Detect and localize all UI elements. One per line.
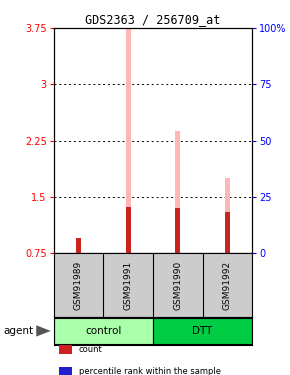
Text: GSM91989: GSM91989 (74, 260, 83, 310)
Text: GSM91991: GSM91991 (124, 260, 133, 310)
Bar (54, 318, 153, 344)
Bar (76, 240, 81, 253)
Title: GDS2363 / 256709_at: GDS2363 / 256709_at (85, 13, 221, 26)
Bar (225, 178, 230, 253)
Text: GSM91992: GSM91992 (223, 260, 232, 310)
Bar (175, 131, 180, 253)
Text: GSM91990: GSM91990 (173, 260, 182, 310)
Bar (175, 208, 180, 253)
Bar (126, 210, 130, 253)
Bar (76, 240, 81, 253)
Text: percentile rank within the sample: percentile rank within the sample (79, 367, 221, 375)
Bar (76, 238, 81, 253)
Bar (153, 318, 252, 344)
Text: DTT: DTT (193, 326, 213, 336)
Text: agent: agent (3, 326, 33, 336)
Bar (225, 212, 230, 253)
Text: control: control (85, 326, 122, 336)
Bar (126, 28, 130, 253)
Bar (175, 212, 180, 253)
Bar (225, 214, 230, 253)
Polygon shape (36, 325, 51, 337)
Text: count: count (79, 345, 103, 354)
Bar (126, 207, 130, 253)
